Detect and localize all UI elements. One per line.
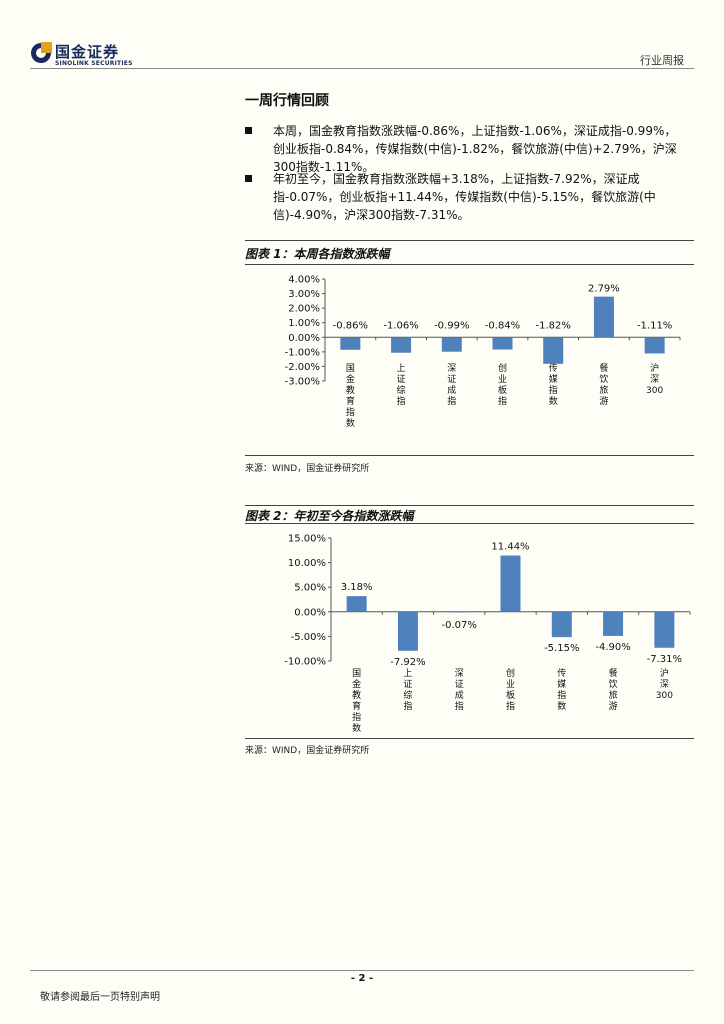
- bullet-square-icon: [245, 127, 252, 134]
- sinolink-logo-icon: [31, 42, 52, 63]
- bar-value-label: -7.31%: [647, 654, 682, 665]
- bar-value-label: 2.79%: [588, 284, 620, 295]
- y-tick-label: 4.00%: [288, 275, 320, 286]
- bar-value-label: -0.99%: [434, 320, 469, 331]
- footer-divider: [30, 970, 694, 971]
- y-tick-label: 3.00%: [288, 289, 320, 300]
- bar-value-label: -7.92%: [390, 657, 425, 668]
- chart-weekly-returns: 4.00% 3.00% 2.00% 1.00% 0.00% -1.00% -2.00% -3.…: [285, 275, 681, 429]
- y-tick-label: 15.00%: [288, 534, 326, 545]
- chart-bar: [551, 611, 572, 638]
- figure-1-top-rule: [245, 240, 694, 241]
- bullet-square-icon: [245, 175, 252, 182]
- page-number: - 2 -: [350, 973, 374, 984]
- header-divider: [30, 68, 694, 69]
- bar-value-label: -0.86%: [333, 320, 368, 331]
- y-tick-label: 1.00%: [288, 318, 320, 329]
- x-category-label: 国金教育指数: [346, 363, 355, 429]
- y-tick-label: -1.00%: [285, 347, 320, 358]
- bullet-weekly: 本周，国金教育指数涨跌幅-0.86%，上证指数-1.06%，深证成指-0.99%…: [245, 122, 685, 176]
- y-tick-label: 2.00%: [288, 304, 320, 315]
- y-tick-label: 10.00%: [288, 558, 326, 569]
- x-category-label: 国金教育指数: [352, 668, 361, 733]
- y-tick-label: -5.00%: [291, 632, 326, 643]
- figure-1-bottom-rule: [245, 455, 694, 456]
- bar-value-label: -5.15%: [544, 643, 579, 654]
- chart-bar: [644, 337, 665, 354]
- bar-value-label: -4.90%: [595, 642, 630, 653]
- section-title: 一周行情回顾: [245, 93, 329, 109]
- bar-value-label: -0.07%: [442, 620, 477, 631]
- figure-2-source: 来源：WIND，国金证券研究所: [245, 746, 370, 756]
- chart-ytd-returns: 15.00% 10.00% 5.00% 0.00% -5.00% -10.00% 3.18%…: [284, 534, 691, 733]
- chart-bar: [397, 611, 418, 651]
- figure-1-source: 来源：WIND，国金证券研究所: [245, 464, 370, 474]
- y-tick-label: 0.00%: [294, 607, 326, 618]
- figure-2-bottom-rule: [245, 738, 694, 739]
- x-category-label: 餐饮旅游: [609, 667, 618, 712]
- logo-english-name: SINOLINK SECURITIES: [55, 60, 133, 67]
- x-category-label: 传媒指数: [549, 362, 558, 407]
- x-category-label: 上证综指: [403, 668, 412, 712]
- logo-chinese-name: 国金证券: [55, 43, 120, 61]
- bar-value-label: -1.06%: [383, 320, 418, 331]
- x-category-label: 上证综指: [397, 363, 406, 407]
- disclaimer-note: 敬请参阅最后一页特别声明: [40, 992, 160, 1003]
- chart-bar: [603, 611, 624, 636]
- chart-bar: [449, 611, 470, 613]
- x-category-label: 深证成指: [455, 668, 464, 712]
- x-category-label: 传媒指数: [557, 667, 566, 712]
- bullet-ytd: 年初至今，国金教育指数涨跌幅+3.18%，上证指数-7.92%，深证成指-0.0…: [245, 170, 685, 224]
- chart-bar: [391, 337, 412, 353]
- chart-bar: [654, 611, 675, 648]
- report-type-label: 行业周报: [640, 54, 684, 67]
- figure-2-title: 图表 2：年初至今各指数涨跌幅: [245, 509, 414, 523]
- chart-bar: [492, 337, 513, 350]
- y-tick-label: 5.00%: [294, 583, 326, 594]
- bar-value-label: -0.84%: [485, 320, 520, 331]
- x-category-label: 深证成指: [447, 363, 456, 407]
- x-category-label: 餐饮旅游: [599, 362, 608, 407]
- figure-1-title: 图表 1：本周各指数涨跌幅: [245, 247, 390, 261]
- bullet-text: 年初至今，国金教育指数涨跌幅+3.18%，上证指数-7.92%，深证成指-0.0…: [273, 172, 656, 222]
- x-category-label: 沪深 300: [656, 667, 673, 701]
- y-tick-label: -3.00%: [285, 377, 320, 388]
- chart-bar: [441, 337, 462, 352]
- y-tick-label: -10.00%: [284, 657, 326, 668]
- x-category-label: 创业板指: [498, 362, 507, 407]
- chart-bar: [543, 337, 564, 364]
- bar-value-label: -1.82%: [536, 320, 571, 331]
- y-tick-label: -2.00%: [285, 362, 320, 373]
- chart-bar: [346, 596, 367, 612]
- bar-value-label: -1.11%: [637, 320, 672, 331]
- chart-bar: [340, 337, 361, 350]
- chart-bar: [500, 555, 521, 612]
- x-category-label: 沪深 300: [646, 362, 663, 396]
- bullet-text: 本周，国金教育指数涨跌幅-0.86%，上证指数-1.06%，深证成指-0.99%…: [273, 124, 677, 174]
- figure-1-title-rule: [245, 264, 694, 265]
- bar-value-label: 11.44%: [491, 542, 529, 553]
- x-category-label: 创业板指: [506, 667, 515, 712]
- figure-2-title-rule: [245, 523, 694, 524]
- figure-2-top-rule: [245, 505, 694, 506]
- chart-bar: [593, 296, 614, 338]
- bar-value-label: 3.18%: [341, 582, 373, 593]
- y-tick-label: 0.00%: [288, 333, 320, 344]
